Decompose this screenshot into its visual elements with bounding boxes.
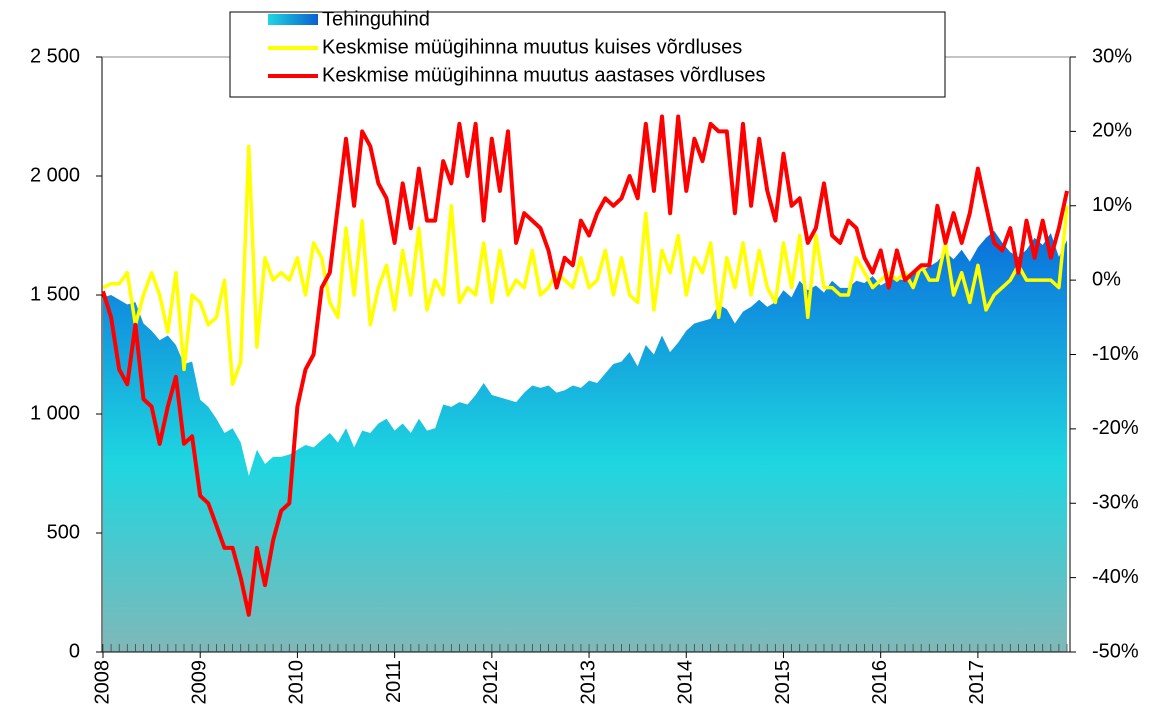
x-tick-label: 2010 bbox=[286, 660, 308, 705]
y2-tick-label: -20% bbox=[1092, 417, 1139, 439]
x-tick-label: 2016 bbox=[869, 660, 891, 705]
y2-tick-label: -40% bbox=[1092, 566, 1139, 588]
y2-tick-label: -50% bbox=[1092, 640, 1139, 662]
legend: Tehinguhind Keskmise müügihinna muutus ku… bbox=[229, 8, 946, 98]
y-tick-label: 1 000 bbox=[30, 402, 80, 424]
legend-label: Keskmise müügihinna muutus kuises võrdlu… bbox=[322, 36, 742, 58]
y2-tick-label: 20% bbox=[1092, 120, 1132, 142]
x-tick-label: 2015 bbox=[772, 660, 794, 705]
x-tick-label: 2017 bbox=[966, 660, 988, 705]
x-tick-label: 2012 bbox=[480, 660, 502, 705]
y2-tick-label: -10% bbox=[1092, 343, 1139, 365]
x-tick-label: 2013 bbox=[577, 660, 599, 705]
x-tick-label: 2014 bbox=[675, 660, 697, 705]
y-tick-label: 500 bbox=[47, 521, 80, 543]
x-tick-label: 2011 bbox=[383, 660, 405, 703]
y2-tick-label: 0% bbox=[1092, 268, 1121, 290]
legend-label: Keskmise müügihinna muutus aastases võrd… bbox=[322, 64, 766, 86]
legend-swatch bbox=[268, 14, 318, 25]
y-tick-label: 1 500 bbox=[30, 283, 80, 305]
series-line bbox=[101, 114, 1069, 617]
y-tick-label: 2 000 bbox=[30, 164, 80, 186]
legend-box bbox=[229, 11, 946, 98]
x-tick-label: 2009 bbox=[188, 660, 210, 705]
x-tick-label: 2008 bbox=[91, 660, 113, 705]
y-tick-label: 2 500 bbox=[30, 45, 80, 67]
y2-tick-label: 10% bbox=[1092, 194, 1132, 216]
y-tick-label: 0 bbox=[69, 640, 80, 662]
y2-tick-label: 30% bbox=[1092, 45, 1132, 67]
price-area bbox=[103, 230, 1067, 653]
y2-tick-label: -30% bbox=[1092, 492, 1139, 514]
series-line bbox=[102, 144, 1069, 387]
legend-label: Tehinguhind bbox=[322, 8, 430, 30]
plot-area bbox=[101, 56, 1071, 653]
